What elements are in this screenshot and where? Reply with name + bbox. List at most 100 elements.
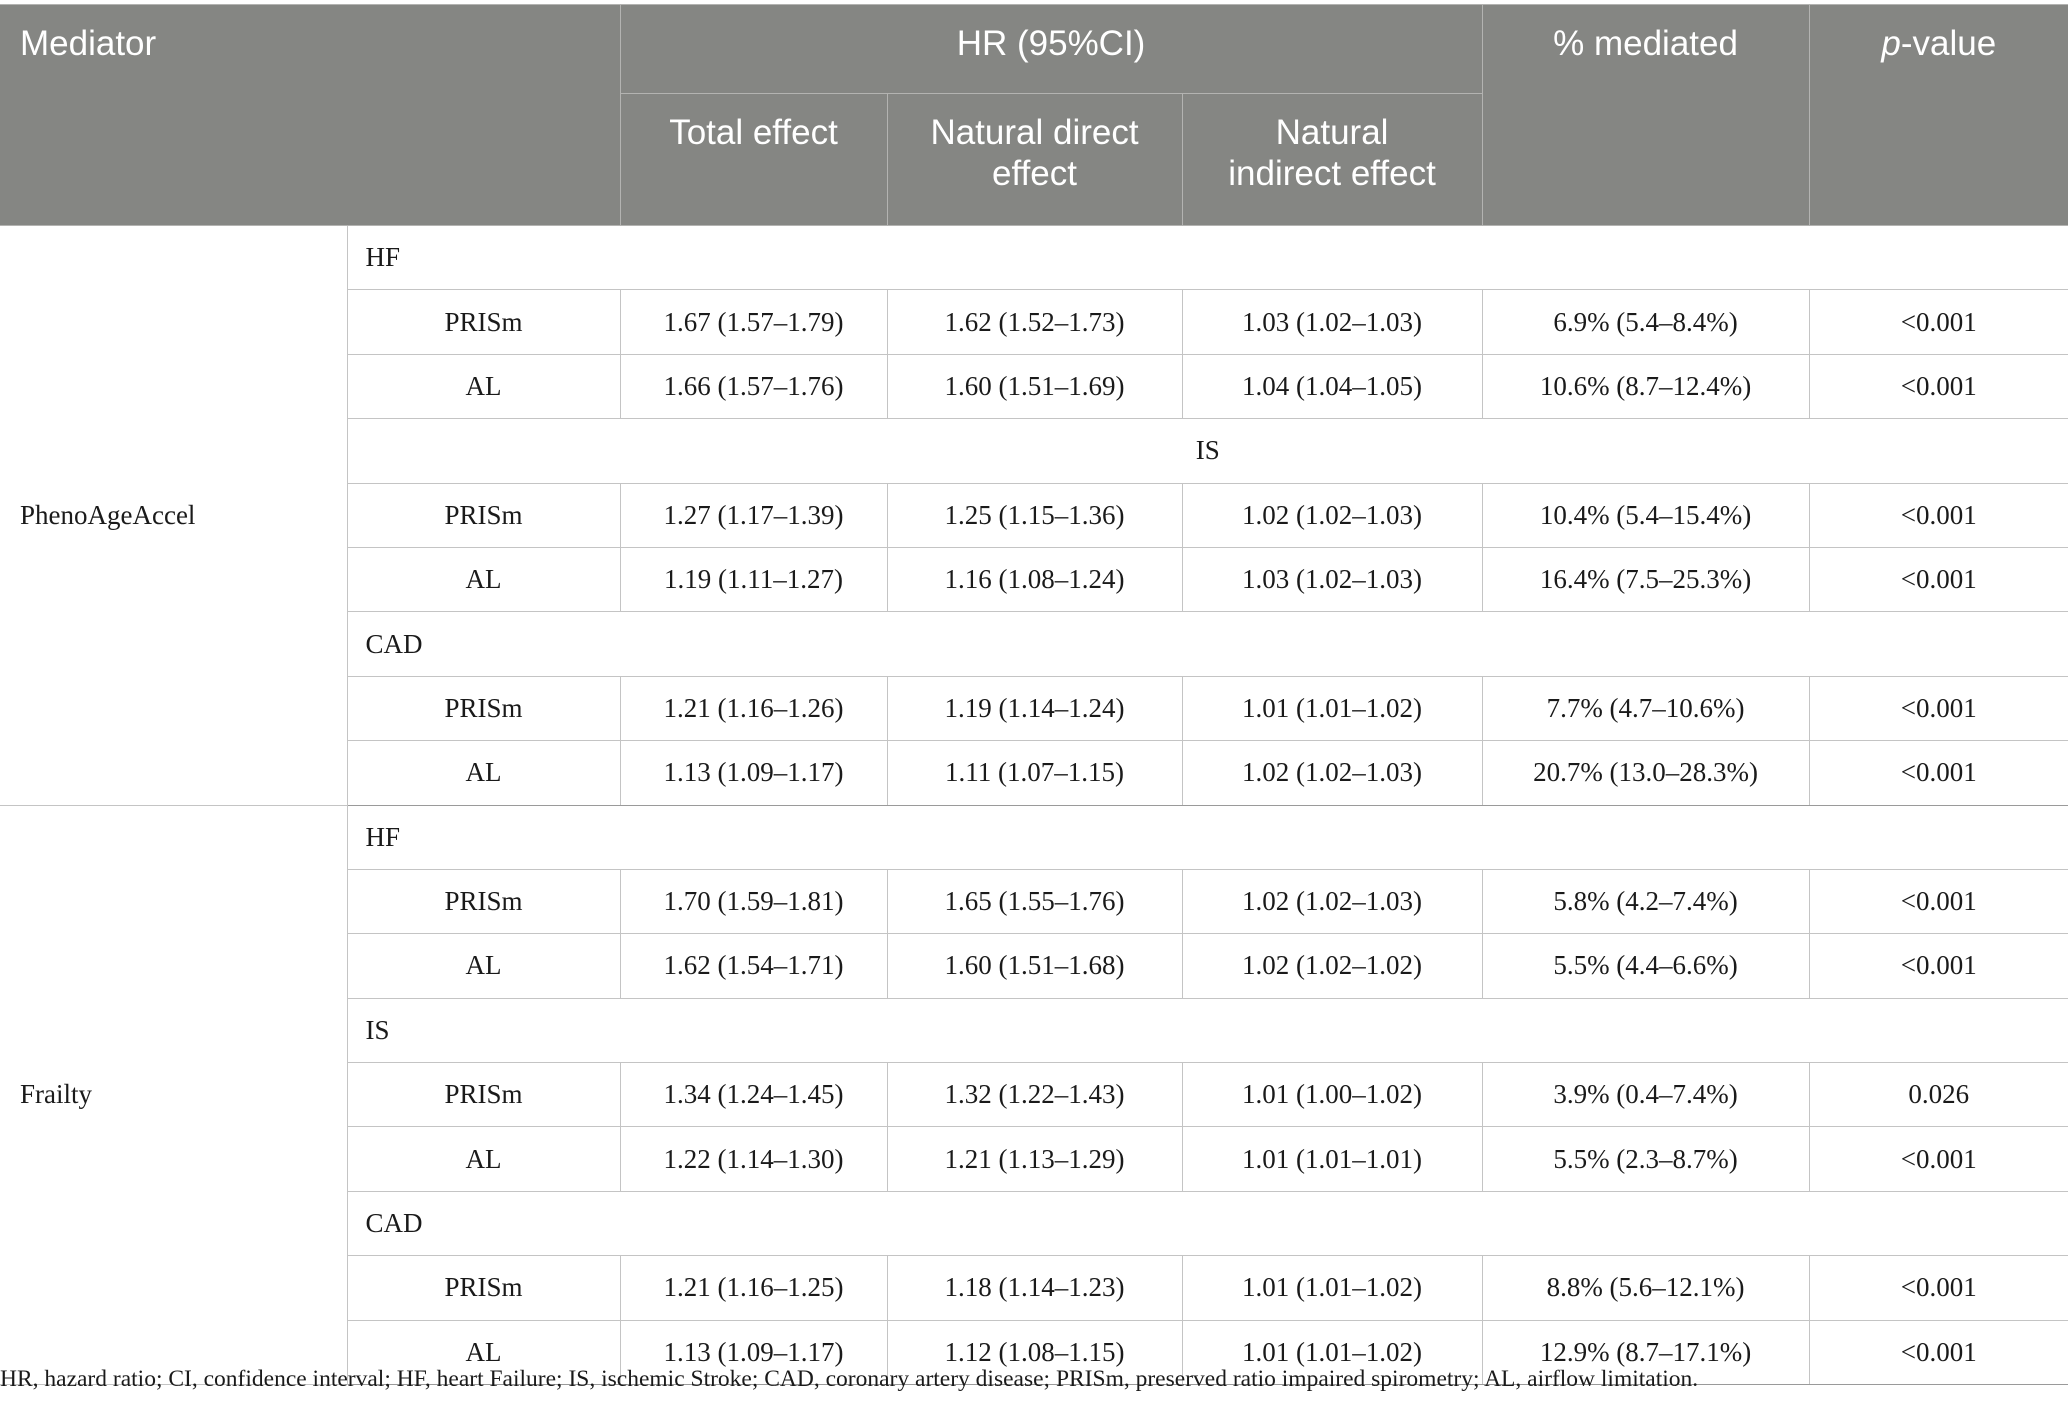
outcome-label: HF [346,804,2068,870]
outcome-label: HF [346,224,2068,291]
table-row: PRISm 1.70 (1.59–1.81) 1.65 (1.55–1.76) 1.0… [0,868,2068,935]
header-hr-group: HR (95%CI) [619,4,1483,94]
header-direct-effect: Natural direct effect [886,93,1183,226]
exposure-cell: AL [346,933,621,999]
direct-effect-cell: 1.65 (1.55–1.76) [886,868,1183,935]
total-effect-cell: 1.27 (1.17–1.39) [619,482,888,548]
table-row: PRISm 1.21 (1.16–1.26) 1.19 (1.14–1.24) 1.0… [0,675,2068,742]
indirect-effect-cell: 1.03 (1.02–1.03) [1181,289,1483,355]
outcome-label: CAD [346,611,2068,677]
exposure-cell: AL [346,1126,621,1192]
p-value-cell: 0.026 [1808,1062,2068,1128]
header-p-value: p-value [1808,4,2068,226]
outcome-row: IS [0,997,2068,1064]
header-indirect-line1: Natural [1275,113,1389,152]
p-value-cell: <0.001 [1808,546,2068,613]
indirect-effect-cell: 1.01 (1.01–1.02) [1181,675,1483,742]
header-p-italic: p [1881,24,1901,63]
table-row: PRISm 1.34 (1.24–1.45) 1.32 (1.22–1.43) 1.0… [0,1062,2068,1128]
indirect-effect-cell: 1.01 (1.01–1.01) [1181,1126,1483,1192]
p-value-cell: <0.001 [1808,868,2068,935]
direct-effect-cell: 1.12 (1.08–1.15) [886,1319,1183,1386]
table-row: PRISm 1.27 (1.17–1.39) 1.25 (1.15–1.36) 1.0… [0,482,2068,548]
total-effect-cell: 1.13 (1.09–1.17) [619,1319,888,1386]
total-effect-cell: 1.13 (1.09–1.17) [619,740,888,806]
p-value-cell: <0.001 [1808,675,2068,742]
indirect-effect-cell: 1.03 (1.02–1.03) [1181,546,1483,613]
total-effect-cell: 1.19 (1.11–1.27) [619,546,888,613]
indirect-effect-cell: 1.01 (1.01–1.02) [1181,1255,1483,1321]
pct-mediated-cell: 5.8% (4.2–7.4%) [1481,868,1810,935]
exposure-cell: PRISm [346,289,621,355]
outcome-label: IS [346,997,2068,1064]
pct-mediated-cell: 6.9% (5.4–8.4%) [1481,289,1810,355]
indirect-effect-cell: 1.02 (1.02–1.03) [1181,482,1483,548]
direct-effect-cell: 1.25 (1.15–1.36) [886,482,1183,548]
table-row: PRISm 1.21 (1.16–1.25) 1.18 (1.14–1.23) 1.0… [0,1255,2068,1321]
direct-effect-cell: 1.16 (1.08–1.24) [886,546,1183,613]
header-mediator: Mediator [0,4,621,226]
exposure-cell: AL [346,546,621,613]
exposure-cell: PRISm [346,675,621,742]
p-value-cell: <0.001 [1808,1319,2068,1386]
direct-effect-cell: 1.11 (1.07–1.15) [886,740,1183,806]
indirect-effect-cell: 1.04 (1.04–1.05) [1181,353,1483,420]
indirect-effect-cell: 1.01 (1.01–1.02) [1181,1319,1483,1386]
header-p-suffix: -value [1900,24,1997,63]
exposure-cell: AL [346,353,621,420]
header-row-top: Mediator HR (95%CI) % mediated p-value [0,4,2068,226]
pct-mediated-cell: 10.6% (8.7–12.4%) [1481,353,1810,420]
table-body: PhenoAgeAccel HF PRISm 1.67 (1.57–1.79) 1.62… [0,224,2068,1386]
header-direct-line1: Natural direct [930,113,1139,152]
outcome-row: PhenoAgeAccel HF [0,224,2068,806]
exposure-cell: AL [346,740,621,806]
direct-effect-cell: 1.62 (1.52–1.73) [886,289,1183,355]
header-indirect-line2: indirect effect [1228,154,1436,193]
total-effect-cell: 1.22 (1.14–1.30) [619,1126,888,1192]
p-value-cell: <0.001 [1808,482,2068,548]
p-value-cell: <0.001 [1808,933,2068,999]
pct-mediated-cell: 5.5% (2.3–8.7%) [1481,1126,1810,1192]
indirect-effect-cell: 1.02 (1.02–1.03) [1181,740,1483,806]
outcome-label: IS [346,418,2068,484]
p-value-cell: <0.001 [1808,740,2068,806]
pct-mediated-cell: 20.7% (13.0–28.3%) [1481,740,1810,806]
direct-effect-cell: 1.60 (1.51–1.68) [886,933,1183,999]
direct-effect-cell: 1.32 (1.22–1.43) [886,1062,1183,1128]
pct-mediated-cell: 12.9% (8.7–17.1%) [1481,1319,1810,1386]
indirect-effect-cell: 1.01 (1.00–1.02) [1181,1062,1483,1128]
total-effect-cell: 1.62 (1.54–1.71) [619,933,888,999]
header-pct-mediated: % mediated [1481,4,1810,226]
pct-mediated-cell: 7.7% (4.7–10.6%) [1481,675,1810,742]
table-row: AL 1.19 (1.11–1.27) 1.16 (1.08–1.24) 1.03 (… [0,546,2068,613]
total-effect-cell: 1.21 (1.16–1.26) [619,675,888,742]
total-effect-cell: 1.34 (1.24–1.45) [619,1062,888,1128]
direct-effect-cell: 1.19 (1.14–1.24) [886,675,1183,742]
pct-mediated-cell: 8.8% (5.6–12.1%) [1481,1255,1810,1321]
header-total-effect: Total effect [619,93,888,226]
pct-mediated-cell: 3.9% (0.4–7.4%) [1481,1062,1810,1128]
outcome-row: IS [0,418,2068,484]
mediator-name: PhenoAgeAccel [0,225,348,806]
p-value-cell: <0.001 [1808,1126,2068,1192]
outcome-row: CAD [0,611,2068,677]
total-effect-cell: 1.67 (1.57–1.79) [619,289,888,355]
p-value-cell: <0.001 [1808,353,2068,420]
exposure-cell: PRISm [346,1255,621,1321]
table-row: AL 1.13 (1.09–1.17) 1.12 (1.08–1.15) 1.01 (… [0,1319,2068,1386]
outcome-row: Frailty HF [0,804,2068,1386]
pct-mediated-cell: 10.4% (5.4–15.4%) [1481,482,1810,548]
exposure-cell: PRISm [346,868,621,935]
exposure-cell: AL [346,1319,621,1386]
exposure-cell: PRISm [346,482,621,548]
indirect-effect-cell: 1.02 (1.02–1.03) [1181,868,1483,935]
header-row-sub: Total effect Natural direct effect Natura… [0,93,2068,226]
pct-mediated-cell: 5.5% (4.4–6.6%) [1481,933,1810,999]
indirect-effect-cell: 1.02 (1.02–1.02) [1181,933,1483,999]
table-footnote: HR, hazard ratio; CI, confidence interva… [0,1366,1699,1392]
header-indirect-effect: Natural indirect effect [1181,93,1483,226]
pct-mediated-cell: 16.4% (7.5–25.3%) [1481,546,1810,613]
direct-effect-cell: 1.18 (1.14–1.23) [886,1255,1183,1321]
direct-effect-cell: 1.21 (1.13–1.29) [886,1126,1183,1192]
mediator-name: Frailty [0,804,348,1386]
